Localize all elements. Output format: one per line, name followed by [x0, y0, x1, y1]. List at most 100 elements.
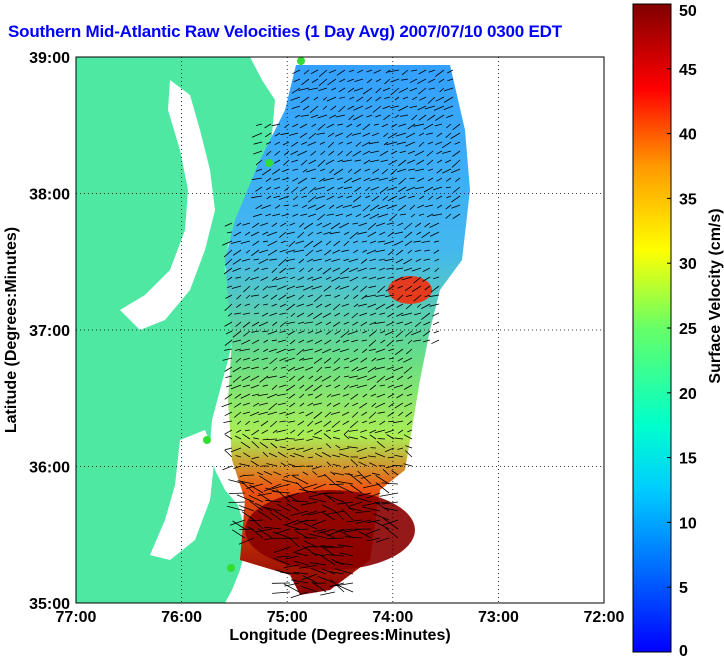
- velocity-vector: [395, 249, 404, 256]
- velocity-vector: [252, 339, 260, 345]
- velocity-vector: [342, 204, 353, 208]
- velocity-vector: [346, 123, 353, 128]
- velocity-vector: [424, 249, 431, 252]
- velocity-vector: [386, 366, 395, 370]
- velocity-vector: [381, 123, 389, 128]
- velocity-vector: [344, 375, 350, 378]
- velocity-vector: [395, 258, 404, 264]
- velocity-vector: [369, 213, 380, 220]
- velocity-vector: [377, 438, 386, 440]
- velocity-vector: [279, 312, 287, 315]
- velocity-vector: [301, 78, 310, 86]
- velocity-vector: [316, 366, 323, 373]
- velocity-vector: [315, 204, 326, 211]
- velocity-vector: [375, 475, 390, 485]
- velocity-vector: [367, 375, 377, 381]
- velocity-vector: [323, 285, 332, 292]
- velocity-vector: [296, 312, 305, 318]
- velocity-vector: [395, 330, 404, 338]
- velocity-vector: [292, 195, 299, 201]
- velocity-vector: [355, 510, 372, 514]
- velocity-vector: [343, 240, 350, 247]
- velocity-vector: [221, 402, 233, 408]
- velocity-vector: [251, 456, 260, 460]
- velocity-vector: [433, 249, 440, 254]
- velocity-vector: [299, 186, 308, 192]
- velocity-vector: [348, 436, 359, 440]
- velocity-vector: [222, 240, 233, 246]
- velocity-vector: [414, 249, 422, 252]
- velocity-vector: [354, 159, 362, 162]
- velocity-vector: [289, 375, 296, 382]
- velocity-vector: [382, 105, 391, 110]
- velocity-vector: [405, 294, 413, 297]
- velocity-vector: [244, 267, 251, 271]
- velocity-vector: [271, 483, 291, 490]
- velocity-vector: [295, 447, 305, 450]
- velocity-vector: [380, 159, 389, 163]
- velocity-vector: [427, 141, 434, 145]
- velocity-vector: [394, 96, 400, 101]
- velocity-vector: [363, 177, 371, 182]
- velocity-vector: [362, 123, 371, 131]
- velocity-vector: [235, 357, 242, 363]
- velocity-vector: [262, 294, 269, 299]
- velocity-vector: [297, 150, 308, 156]
- velocity-vector: [382, 519, 399, 526]
- velocity-vector: [429, 303, 440, 307]
- velocity-vector: [321, 452, 332, 458]
- velocity-vector: [294, 366, 305, 371]
- velocity-vector: [326, 461, 332, 467]
- velocity-vector: [260, 420, 269, 427]
- velocity-vector: [424, 105, 436, 110]
- velocity-vector: [353, 105, 364, 111]
- velocity-vector: [330, 579, 345, 593]
- velocity-vector: [322, 96, 328, 101]
- velocity-vector: [342, 420, 350, 426]
- velocity-vector: [390, 105, 400, 109]
- velocity-vector: [262, 438, 269, 441]
- velocity-vector: [232, 339, 242, 343]
- velocity-vector: [394, 231, 404, 235]
- velocity-vector: [336, 204, 344, 209]
- velocity-vector: [445, 186, 452, 189]
- velocity-vector: [314, 186, 326, 190]
- plot-frame: [75, 56, 605, 604]
- velocity-vector: [226, 384, 233, 388]
- velocity-vector: [369, 434, 377, 440]
- velocity-vector: [287, 366, 296, 372]
- velocity-vector: [228, 479, 246, 485]
- velocity-vector: [331, 87, 337, 91]
- velocity-vector: [433, 186, 443, 191]
- velocity-vector: [384, 429, 395, 434]
- velocity-vector: [262, 366, 269, 370]
- velocity-vector: [235, 455, 242, 458]
- velocity-vector: [262, 240, 269, 243]
- velocity-vector: [323, 177, 335, 182]
- velocity-vector: [411, 114, 418, 121]
- velocity-vector: [290, 312, 296, 317]
- velocity-vector: [291, 579, 309, 584]
- velocity-vector: [307, 312, 314, 318]
- velocity-vector: [369, 462, 377, 467]
- velocity-vector: [396, 294, 404, 301]
- velocity-vector: [293, 78, 301, 83]
- velocity-vector: [325, 429, 332, 432]
- velocity-vector: [398, 105, 409, 112]
- velocity-vector: [301, 141, 308, 145]
- velocity-vector: [329, 483, 345, 486]
- velocity-vector: [243, 285, 251, 293]
- velocity-vector: [375, 294, 386, 297]
- velocity-vector: [353, 168, 362, 175]
- velocity-vector: [335, 562, 354, 566]
- x-tick-label: 72:00: [584, 609, 625, 626]
- velocity-vector: [333, 357, 341, 364]
- velocity-vector: [434, 258, 440, 262]
- velocity-vector: [421, 312, 431, 320]
- velocity-vector: [317, 123, 326, 131]
- velocity-vector: [279, 420, 287, 423]
- velocity-vector: [320, 530, 336, 539]
- velocity-vector: [295, 114, 301, 118]
- velocity-vector: [308, 132, 317, 140]
- velocity-vector: [285, 258, 296, 262]
